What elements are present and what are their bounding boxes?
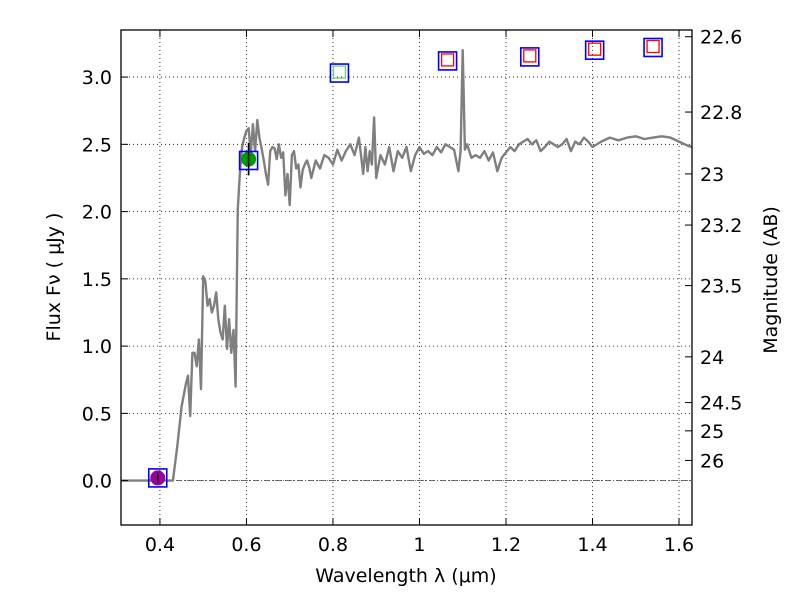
- y-tick-label: 2.5: [82, 134, 112, 156]
- x-tick-label: 0.4: [145, 534, 175, 556]
- model-flux-square: [329, 63, 350, 83]
- x-tick-label: 1.6: [664, 534, 694, 556]
- grid: [121, 30, 692, 525]
- y-tick-label: 1.0: [82, 336, 112, 358]
- y-axis-right-label: Magnitude (AB): [760, 206, 782, 354]
- model-flux-square: [519, 47, 540, 67]
- right-tick-label: 26: [700, 450, 724, 472]
- right-tick-label: 23: [700, 164, 724, 186]
- y-axis-left: 0.0 0.5 1.0 1.5 2.0 2.5 3.0: [82, 67, 128, 493]
- y-tick-label: 0.5: [82, 403, 112, 425]
- right-tick-label: 23.5: [700, 276, 742, 298]
- right-tick-label: 23.2: [700, 215, 742, 237]
- right-tick-label: 22.8: [700, 102, 742, 124]
- model-flux-square: [147, 468, 168, 488]
- y-tick-label: 3.0: [82, 67, 112, 89]
- model-flux-square: [437, 51, 458, 71]
- upper-limit-marker: [646, 39, 660, 54]
- y-tick-label: 2.0: [82, 202, 112, 224]
- plot-frame: [120, 29, 693, 526]
- x-axis-label: Wavelength λ (μm): [315, 565, 496, 587]
- y-axis-label: Flux Fν ( μJy ): [43, 213, 65, 342]
- model-spectrum-line: [121, 49, 693, 482]
- upper-limit-marker: [332, 65, 347, 79]
- data-markers: [147, 37, 663, 488]
- x-tick-label: 1.2: [491, 534, 521, 556]
- model-flux-square: [643, 37, 663, 58]
- right-tick-label: 24.5: [700, 393, 742, 415]
- y-tick-label: 0.0: [82, 471, 112, 493]
- upper-limit-marker: [588, 42, 602, 56]
- model-flux-square: [584, 40, 605, 60]
- x-tick-label: 0.8: [318, 534, 348, 556]
- model-flux-square: [238, 150, 259, 171]
- x-tick-label: 1.4: [577, 534, 607, 556]
- y-tick-label: 1.5: [82, 269, 112, 291]
- x-tick-label: 0.6: [231, 534, 261, 556]
- plot-area: [121, 37, 693, 488]
- right-tick-label: 25: [700, 421, 724, 443]
- upper-limit-marker: [523, 49, 537, 63]
- right-tick-label: 22.6: [700, 27, 742, 49]
- upper-limit-marker: [440, 53, 455, 67]
- x-axis: 0.4 0.6 0.8 1 1.2 1.4 1.6: [145, 30, 694, 556]
- y-axis-right: 22.6 22.8 23 23.2 23.5 24 24.5 25 26: [685, 27, 742, 472]
- x-tick-label: 1: [413, 534, 425, 556]
- right-tick-label: 24: [700, 347, 724, 369]
